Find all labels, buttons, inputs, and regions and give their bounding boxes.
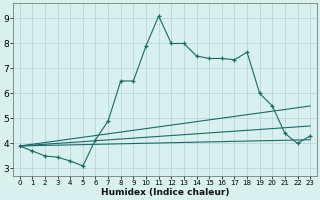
- X-axis label: Humidex (Indice chaleur): Humidex (Indice chaleur): [101, 188, 229, 197]
